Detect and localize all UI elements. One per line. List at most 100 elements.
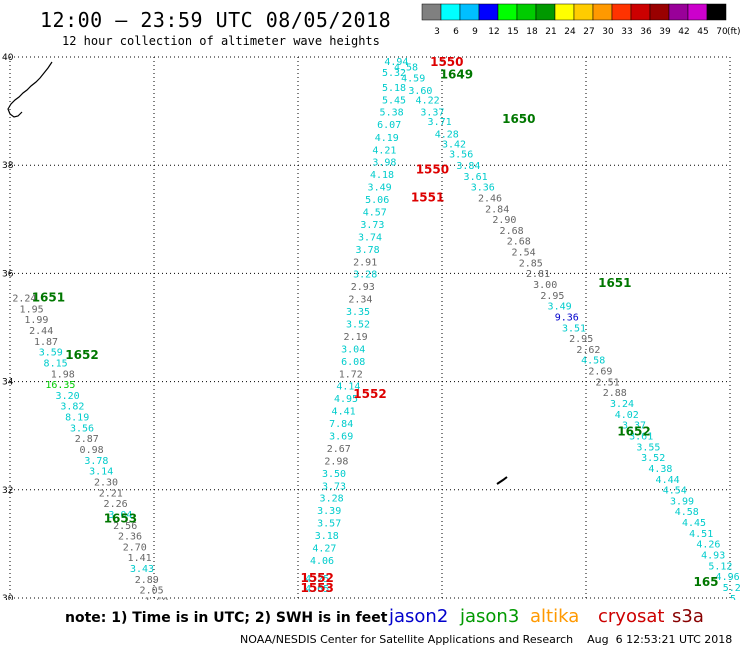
- wave-height-value: 1.87: [34, 337, 58, 348]
- footer-credit: NOAA/NESDIS Center for Satellite Applica…: [240, 633, 733, 646]
- track-time-label: 1652: [65, 348, 98, 362]
- wave-height-value: 4.59: [401, 73, 425, 84]
- wave-height-value: 2.70: [123, 542, 147, 553]
- wave-height-value: 2.54: [512, 248, 536, 259]
- wave-height-value: 3.14: [89, 467, 113, 478]
- wave-height-value: 16.35: [45, 380, 75, 391]
- lat-tick-label: 40: [2, 53, 14, 63]
- wave-height-value: 3.00: [533, 280, 557, 291]
- wave-height-value: 2.88: [603, 388, 627, 399]
- wave-height-value: 3.99: [670, 496, 694, 507]
- wave-height-value: 4.22: [416, 96, 440, 107]
- wave-height-value: 3.78: [84, 456, 108, 467]
- legend-jason2: jason2: [389, 606, 449, 627]
- wave-height-value: 3.52: [346, 320, 370, 331]
- wave-height-value: 2.05: [140, 586, 164, 597]
- wave-height-value: 3.28: [353, 270, 377, 281]
- wave-height-value: 8.19: [65, 413, 89, 424]
- wave-height-value: 3.73: [322, 481, 346, 492]
- wave-height-value: 3.74: [358, 232, 382, 243]
- wave-height-value: 3.50: [322, 469, 346, 480]
- wave-height-value: 3.69: [329, 431, 353, 442]
- legend-cryosat: cryosat: [598, 606, 665, 627]
- track-time-label: 165: [693, 575, 718, 589]
- legend-tick-label: 18: [526, 27, 538, 37]
- legend-tick-label: 3: [434, 27, 440, 37]
- wave-height-value: 2.69: [588, 367, 612, 378]
- wave-height-value: 4.95: [334, 394, 358, 405]
- wave-height-value: 2.30: [94, 477, 118, 488]
- lat-tick-label: 36: [2, 269, 14, 279]
- wave-height-value: 3.49: [548, 302, 572, 313]
- track-time-label: 1553: [300, 581, 333, 595]
- wave-height-value: 4.93: [701, 551, 725, 562]
- wave-height-value: 3.73: [360, 220, 384, 231]
- wave-height-value: 2.36: [118, 532, 142, 543]
- track-time-label: 1550: [430, 55, 463, 69]
- wave-height-value: 4.28: [435, 130, 459, 141]
- wave-height-value: 4.58: [581, 356, 605, 367]
- wave-height-value: 4.96: [716, 572, 740, 583]
- lat-tick-label: 38: [2, 161, 14, 171]
- legend-jason3: jason3: [460, 606, 520, 627]
- wave-height-value: 4.21: [372, 145, 396, 156]
- wave-height-value: 4.14: [336, 382, 360, 393]
- wave-height-value: 2.19: [344, 332, 368, 343]
- wave-height-value: 3.61: [629, 431, 653, 442]
- wave-height-value: 3.39: [317, 506, 341, 517]
- lat-tick-label: 30: [2, 594, 14, 600]
- footer-note: note: 1) Time is in UTC; 2) SWH is in fe…: [65, 610, 388, 626]
- wave-height-value: 2.24: [12, 294, 36, 305]
- wave-height-value: 4.02: [615, 410, 639, 421]
- page-title: 12:00 — 23:59 UTC 08/05/2018: [40, 8, 392, 32]
- wave-height-value: 2.34: [348, 295, 372, 306]
- wave-height-value: 3.98: [372, 158, 396, 169]
- wave-height-value: 0.98: [80, 445, 104, 456]
- wave-height-value: 3.55: [636, 442, 660, 453]
- wave-height-value: 4.38: [648, 464, 672, 475]
- wave-height-value: 5.12: [708, 561, 732, 572]
- wave-height-value: 2.67: [327, 444, 351, 455]
- wave-height-value: 5.30: [730, 594, 740, 600]
- lat-tick-label: 34: [2, 378, 14, 388]
- legend-tick-label: 30: [602, 27, 614, 37]
- wave-height-value: 4.58: [675, 507, 699, 518]
- legend-tick-label: 39: [659, 27, 671, 37]
- wave-height-value: 3.37: [622, 421, 646, 432]
- wave-height-value: 2.62: [576, 345, 600, 356]
- legend-tick-label: 36: [640, 27, 652, 37]
- wave-height-value: 2.93: [351, 282, 375, 293]
- wave-height-value: 3.56: [70, 423, 94, 434]
- wave-height-value: 2.68: [500, 226, 524, 237]
- track-time-label: 1650: [502, 112, 535, 126]
- wave-height-value: 9.36: [555, 312, 579, 323]
- wave-height-value: 4.19: [375, 133, 399, 144]
- wave-height-value: 2.87: [75, 434, 99, 445]
- wave-height-value: 5.20: [723, 583, 740, 594]
- wave-height-value: 1.72: [339, 369, 363, 380]
- wave-height-value: 2.21: [99, 488, 123, 499]
- wave-height-value: 4.18: [370, 170, 394, 181]
- wave-height-value: 5.32: [382, 68, 406, 79]
- wave-height-value: 3.56: [449, 150, 473, 161]
- legend-altika: altika: [530, 606, 580, 627]
- wave-height-value: 4.06: [310, 556, 334, 567]
- wave-height-value: 3.57: [317, 519, 341, 530]
- wave-height-value: 4.26: [696, 540, 720, 551]
- wave-height-value: 3.61: [464, 172, 488, 183]
- wave-height-value: 5.45: [382, 96, 406, 107]
- wave-height-value: 3.43: [130, 564, 154, 575]
- wave-height-value: 1.41: [128, 553, 152, 564]
- wave-height-value: 2.95: [540, 291, 564, 302]
- page-subtitle: 12 hour collection of altimeter wave hei…: [62, 34, 380, 48]
- wave-height-value: 4.54: [663, 486, 687, 497]
- legend-tick-label: 45: [697, 27, 708, 37]
- wave-height-value: 3.82: [60, 402, 84, 413]
- track-time-label: 1552: [300, 571, 333, 585]
- track-time-label: 1652: [617, 425, 650, 439]
- wave-height-value: 3.35: [346, 307, 370, 318]
- wave-height-value: 4.45: [682, 518, 706, 529]
- legend-s3a: s3a: [672, 606, 704, 627]
- legend-tick-label: 21: [545, 27, 556, 37]
